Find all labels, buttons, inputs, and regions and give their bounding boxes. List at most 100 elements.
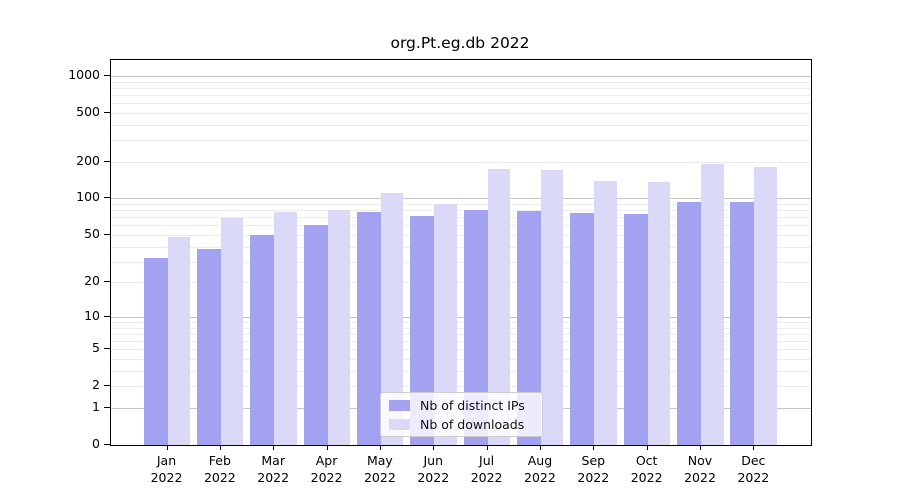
x-tick-feb [219, 445, 221, 450]
x-tick-jul [486, 445, 488, 450]
y-tick-20 [104, 281, 110, 283]
x-tick-dec [753, 445, 755, 450]
bar-nb-of-distinct-ips-mar [250, 234, 275, 445]
gridline-minor-500 [111, 112, 811, 114]
y-tick-1 [104, 406, 110, 408]
y-tick-2 [104, 385, 110, 387]
gridline-minor-8 [111, 327, 811, 329]
y-tick-label-500: 500 [76, 103, 100, 119]
gridline-minor-6 [111, 341, 811, 343]
bar-nb-of-downloads-oct [647, 181, 671, 445]
bar-nb-of-distinct-ips-jan [143, 258, 168, 445]
gridline-minor-60 [111, 225, 811, 227]
bar-nb-of-downloads-jan [167, 237, 190, 445]
gridline-minor-200 [111, 161, 811, 163]
x-tick-label-sep: Sep 2022 [577, 453, 610, 485]
y-tick-50 [104, 233, 110, 235]
bar-nb-of-distinct-ips-apr [303, 225, 328, 445]
bar-nb-of-distinct-ips-nov [677, 201, 701, 445]
y-tick-label-1000: 1000 [68, 66, 100, 82]
x-tick-label-jan: Jan 2022 [150, 453, 183, 485]
gridline-minor-4 [111, 359, 811, 361]
legend-label-distinct-ips: Nb of distinct IPs [420, 397, 525, 413]
y-tick-label-200: 200 [76, 152, 100, 168]
legend-label-downloads: Nb of downloads [420, 416, 525, 432]
x-tick-label-dec: Dec 2022 [737, 453, 770, 485]
bar-nb-of-downloads-jul [487, 168, 511, 445]
y-tick-label-2: 2 [92, 377, 100, 393]
x-tick-label-oct: Oct 2022 [630, 453, 663, 485]
gridline-minor-800 [111, 87, 811, 89]
legend-swatch-downloads [389, 418, 410, 430]
bar-nb-of-downloads-dec [754, 167, 777, 445]
y-tick-label-100: 100 [76, 189, 100, 205]
gridline-minor-9 [111, 322, 811, 323]
x-tick-oct [646, 445, 648, 450]
legend: Nb of distinct IPs Nb of downloads [380, 392, 543, 437]
x-tick-label-nov: Nov 2022 [684, 453, 716, 485]
y-tick-200 [104, 160, 110, 162]
gridline-minor-7 [111, 333, 811, 335]
x-tick-jan [166, 445, 168, 450]
gridline-minor-700 [111, 94, 811, 96]
bar-nb-of-downloads-sep [594, 180, 617, 445]
legend-swatch-distinct-ips [389, 399, 410, 411]
x-tick-sep [593, 445, 595, 450]
y-tick-10 [104, 315, 110, 317]
bar-nb-of-distinct-ips-oct [623, 213, 648, 445]
gridline-major-100 [111, 198, 811, 200]
bar-nb-of-downloads-aug [540, 170, 564, 445]
bar-nb-of-distinct-ips-feb [196, 249, 221, 445]
y-tick-label-20: 20 [84, 273, 100, 289]
gridline-minor-900 [111, 81, 811, 83]
y-tick-label-0: 0 [92, 436, 100, 451]
bar-nb-of-downloads-jun [434, 204, 457, 445]
gridline-major-1000 [111, 75, 811, 77]
plot-area [110, 59, 812, 446]
legend-item-distinct-ips: Nb of distinct IPs [381, 397, 542, 413]
y-tick-1000 [104, 74, 110, 76]
bar-nb-of-downloads-nov [701, 164, 724, 445]
x-tick-label-jul: Jul 2022 [470, 453, 503, 485]
gridline-minor-70 [111, 217, 811, 219]
y-tick-label-1: 1 [92, 398, 100, 414]
gridline-minor-2 [111, 386, 811, 388]
bar-nb-of-distinct-ips-may [356, 212, 381, 445]
bar-nb-of-distinct-ips-dec [730, 202, 755, 445]
gridline-minor-5 [111, 349, 811, 351]
x-tick-mar [273, 445, 275, 450]
x-tick-jun [433, 445, 435, 450]
y-tick-100 [104, 197, 110, 199]
gridline-major-10 [111, 316, 811, 318]
x-tick-label-feb: Feb 2022 [203, 453, 236, 485]
y-tick-0 [104, 444, 110, 445]
gridline-minor-50 [111, 234, 811, 236]
gridline-minor-80 [111, 210, 811, 212]
y-tick-label-10: 10 [84, 307, 100, 323]
gridline-minor-300 [111, 140, 811, 142]
y-tick-label-50: 50 [84, 225, 100, 241]
x-tick-aug [539, 445, 541, 450]
x-tick-label-mar: Mar 2022 [257, 453, 290, 485]
gridline-minor-40 [111, 246, 811, 248]
x-tick-apr [326, 445, 328, 450]
bar-nb-of-distinct-ips-sep [570, 212, 595, 445]
bar-nb-of-downloads-may [380, 193, 404, 445]
bar-nb-of-downloads-mar [274, 211, 297, 445]
x-tick-label-apr: Apr 2022 [310, 453, 343, 485]
chart-title: org.Pt.eg.db 2022 [390, 34, 530, 52]
y-tick-5 [104, 348, 110, 350]
gridline-minor-20 [111, 282, 811, 284]
gridline-minor-30 [111, 261, 811, 263]
bar-nb-of-downloads-feb [220, 218, 244, 445]
y-tick-label-5: 5 [92, 340, 100, 356]
y-tick-500 [104, 111, 110, 113]
x-tick-label-may: May 2022 [363, 453, 396, 485]
x-tick-may [379, 445, 381, 450]
bar-nb-of-downloads-apr [327, 210, 351, 445]
gridline-minor-400 [111, 124, 811, 126]
gridline-minor-90 [111, 204, 811, 206]
x-tick-label-aug: Aug 2022 [524, 453, 556, 485]
x-tick-nov [700, 445, 701, 450]
